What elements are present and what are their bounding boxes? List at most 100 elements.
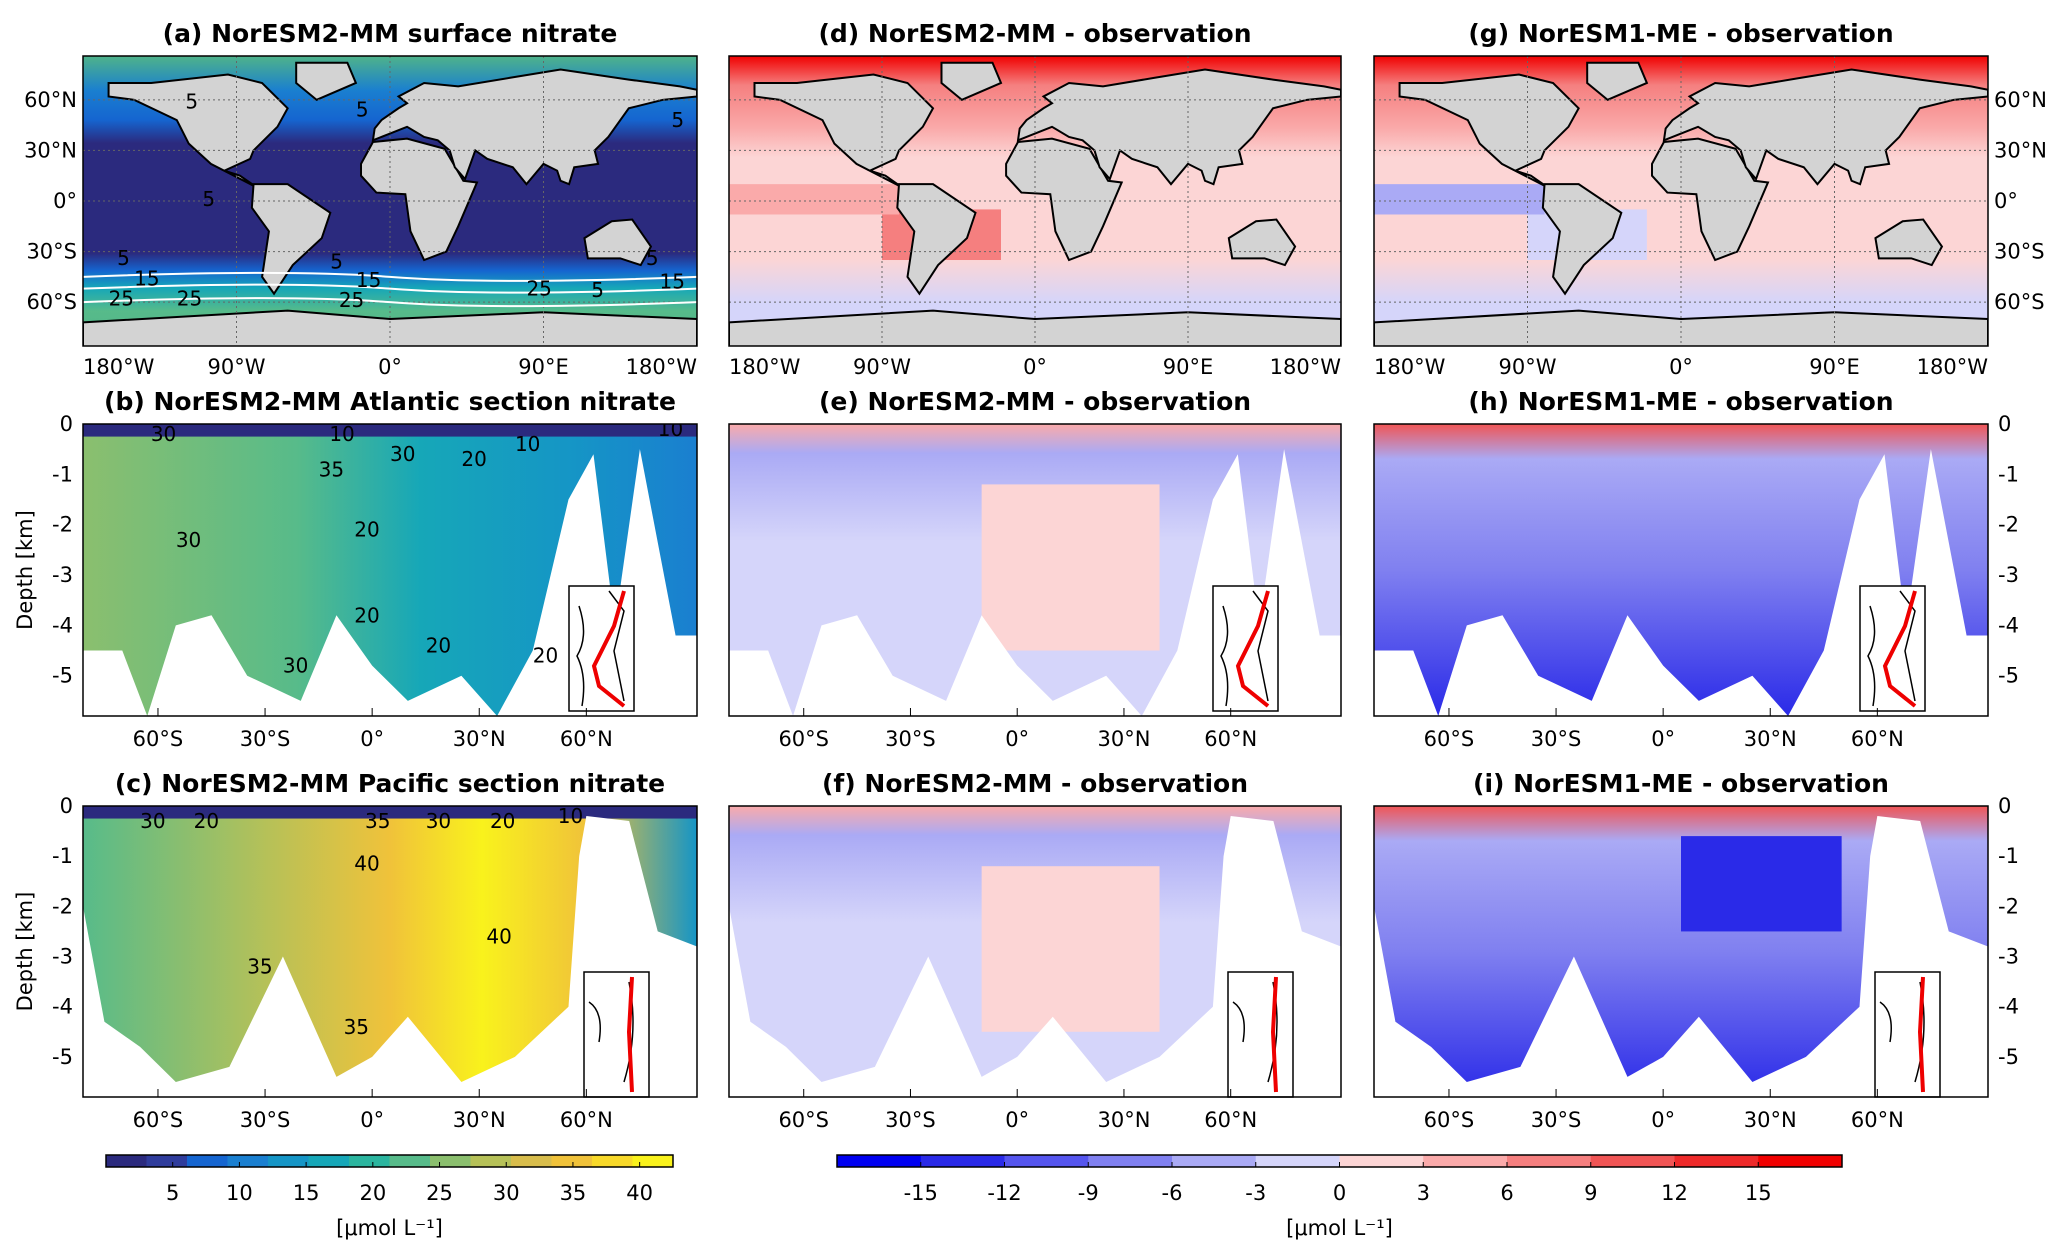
x-tick-label: 0° <box>1669 355 1693 379</box>
colorbar-bin <box>837 1155 922 1167</box>
y-tick-label: -1 <box>52 462 73 486</box>
colorbar-bin <box>1255 1155 1340 1167</box>
land-eu <box>371 68 697 186</box>
map-plot-area <box>1374 56 1988 346</box>
colorbar-tick-label: 35 <box>560 1181 587 1205</box>
section-track-line <box>1270 976 1278 1093</box>
colorbar-tick-label: 0 <box>1333 1181 1346 1205</box>
inset-coastline <box>1220 590 1269 707</box>
x-tick-label: 60°S <box>133 1108 184 1132</box>
x-tick-label: 60°N <box>1851 727 1904 751</box>
contour-label: 10 <box>658 417 683 441</box>
colorbar-bin <box>1004 1155 1089 1167</box>
land-sa <box>896 183 977 296</box>
y-tick-label: -3 <box>52 563 73 587</box>
x-tick-label: 30°S <box>1531 727 1582 751</box>
land-sa <box>1541 183 1623 296</box>
colorbar-tick-label: 9 <box>1584 1181 1597 1205</box>
land-na <box>107 73 289 189</box>
contour-label: 5 <box>117 246 130 270</box>
x-tick-label: 180°W <box>1917 355 1989 379</box>
x-tick-label: 30°N <box>453 1108 506 1132</box>
x-tick-label: 180°W <box>1270 355 1342 379</box>
x-tick-label: 60°N <box>1204 1108 1257 1132</box>
colorbar-nitrate: 5 10 15 20 25 30 35 40 [μmol L⁻¹] <box>105 1154 674 1240</box>
x-tick-label: 90°E <box>1809 355 1860 379</box>
panel-title: (b) NorESM2-MM Atlantic section nitrate <box>104 387 676 416</box>
contour-label: 30 <box>390 442 415 466</box>
y-tick-label: 60°N <box>1994 88 2047 112</box>
colorbar-bin <box>1172 1155 1257 1167</box>
y-tick-label: -3 <box>52 945 73 969</box>
contour-label: 35 <box>319 457 344 481</box>
y-axis-label: Depth [km] <box>13 510 37 630</box>
surface-depleted-layer <box>83 806 697 819</box>
x-tick-label: 0° <box>1651 727 1675 751</box>
contour-label: 15 <box>659 270 684 294</box>
y-tick-label: -5 <box>52 1045 73 1069</box>
contour-label: 35 <box>247 955 272 979</box>
colorbar-tick-label: 5 <box>166 1181 179 1205</box>
contour-label: 25 <box>339 288 364 312</box>
y-tick-label: -2 <box>1998 513 2019 537</box>
contour-label: 30 <box>151 422 176 446</box>
anomaly-region <box>1681 836 1842 932</box>
x-tick-label: 0° <box>1023 355 1047 379</box>
panel-title: (i) NorESM1-ME - observation <box>1473 769 1889 798</box>
panel-frame <box>82 805 698 1098</box>
colorbar-bin <box>1507 1155 1592 1167</box>
x-tick-label: 90°W <box>208 355 266 379</box>
x-tick-label: 30°N <box>1097 1108 1150 1132</box>
colorbar-tick-label: -9 <box>1078 1181 1099 1205</box>
panel-title: (e) NorESM2-MM - observation <box>819 387 1251 416</box>
contour-label: 20 <box>194 809 219 833</box>
y-tick-label: 30°N <box>1994 138 2047 162</box>
colorbar-bin <box>1423 1155 1508 1167</box>
land-eu <box>1662 68 1988 186</box>
colorbar-bin <box>632 1155 674 1167</box>
colorbar-tick-label: 15 <box>1745 1181 1772 1205</box>
contour-label: 10 <box>515 432 540 456</box>
y-tick-label: 0° <box>53 189 77 213</box>
x-tick-label: 60°S <box>778 1108 829 1132</box>
y-tick-label: -3 <box>1998 563 2019 587</box>
colorbar-bin <box>1590 1155 1675 1167</box>
contour-line <box>83 271 697 282</box>
panel-frame <box>1373 55 1989 347</box>
x-tick-label: 30°S <box>1531 1108 1582 1132</box>
contour-label: 35 <box>344 1015 369 1039</box>
colorbar-frame <box>105 1154 674 1168</box>
contour-label: 20 <box>354 518 379 542</box>
contour-label: 20 <box>533 644 558 668</box>
panel-frame <box>1373 423 1989 717</box>
panel-title: (g) NorESM1-ME - observation <box>1468 19 1893 48</box>
y-tick-label: 60°S <box>1994 290 2045 314</box>
land-au <box>583 218 653 267</box>
colorbar-tick-label: 10 <box>226 1181 253 1205</box>
contour-label: 5 <box>356 98 369 122</box>
land-eu <box>1016 68 1341 186</box>
colorbar-tick-label: 30 <box>493 1181 520 1205</box>
anomaly-region <box>981 484 1160 651</box>
colorbar-tick-label: 40 <box>626 1181 653 1205</box>
anomaly-region <box>981 866 1160 1032</box>
x-tick-label: 60°N <box>1204 727 1257 751</box>
x-tick-label: 60°S <box>1424 727 1475 751</box>
colorbar-bin <box>146 1155 188 1167</box>
y-tick-label: -4 <box>52 995 73 1019</box>
section-track-line <box>1882 590 1917 708</box>
land-na <box>753 73 935 189</box>
x-tick-label: 60°S <box>778 727 829 751</box>
panel-frame <box>728 805 1342 1098</box>
y-tick-label: -1 <box>1998 844 2019 868</box>
x-tick-label: 30°N <box>1097 727 1150 751</box>
colorbar-bin <box>1339 1155 1424 1167</box>
x-tick-label: 60°N <box>1851 1108 1904 1132</box>
contour-label: 15 <box>356 268 381 292</box>
inset-coastline <box>1867 590 1916 707</box>
colorbar-bin <box>1088 1155 1173 1167</box>
panel-title: (c) NorESM2-MM Pacific section nitrate <box>115 769 665 798</box>
x-tick-label: 30°S <box>240 727 291 751</box>
